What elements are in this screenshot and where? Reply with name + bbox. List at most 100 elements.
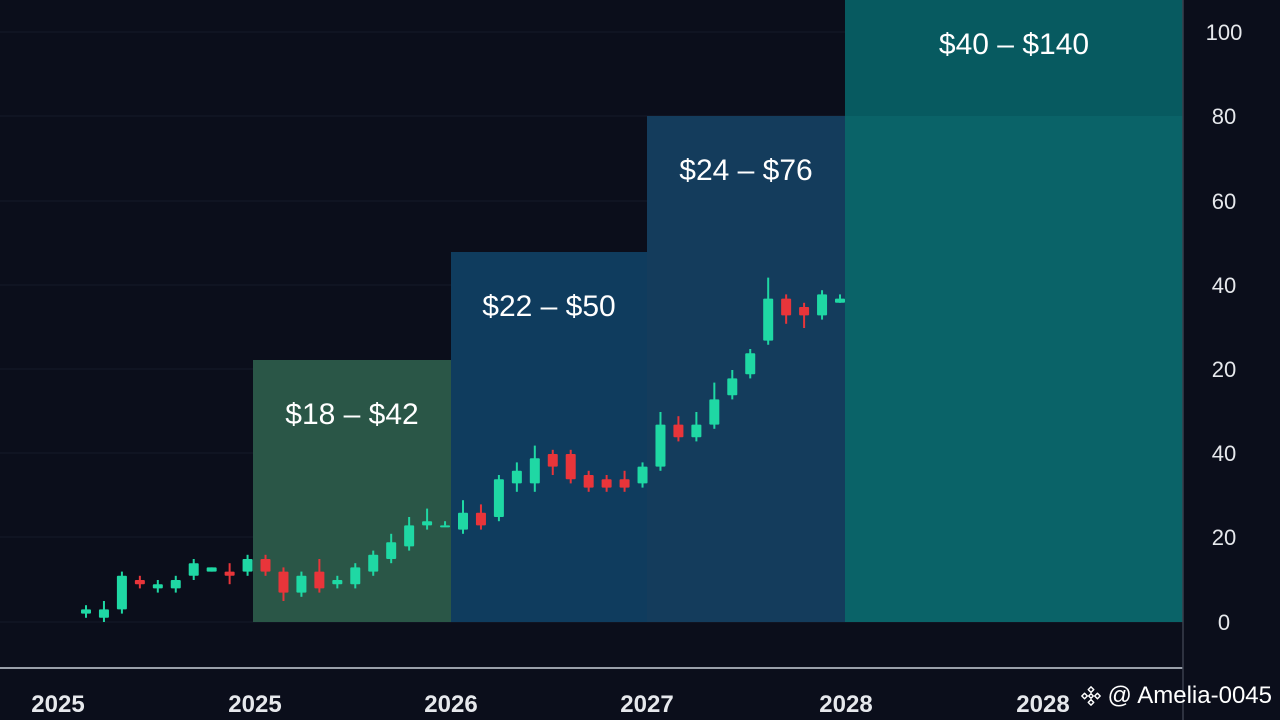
candle — [493, 475, 504, 522]
y-tick-label: 0 — [1218, 610, 1230, 635]
candle-body — [386, 542, 397, 559]
candle — [763, 277, 774, 345]
candle — [475, 504, 486, 530]
x-tick-label: 2028 — [819, 691, 872, 718]
candle — [817, 290, 828, 320]
candle — [781, 294, 792, 324]
candle — [529, 445, 540, 492]
candle — [745, 349, 756, 379]
candle — [601, 475, 612, 492]
candle — [727, 370, 738, 400]
candle-body — [404, 525, 415, 547]
x-tick-label: 2028 — [1016, 691, 1069, 718]
candle — [81, 605, 91, 618]
candle — [170, 575, 181, 593]
candle-body — [170, 580, 181, 589]
candle-body — [296, 575, 307, 593]
candle — [314, 559, 325, 593]
y-tick-label: 40 — [1212, 441, 1236, 466]
price-zone-label: $24 – $76 — [679, 154, 812, 187]
candle — [206, 567, 217, 572]
binance-logo-icon — [1080, 686, 1101, 706]
candle — [511, 462, 522, 492]
candle — [799, 302, 810, 328]
candle-body — [727, 378, 738, 396]
candle — [332, 575, 343, 589]
candle-body — [529, 458, 540, 484]
price-zone-label: $40 – $140 — [939, 28, 1089, 61]
candle — [673, 416, 684, 442]
candle — [134, 575, 145, 589]
candle-body — [188, 563, 199, 576]
candle — [637, 462, 648, 488]
candle-body — [422, 521, 433, 526]
candle — [565, 449, 576, 484]
candle-body — [278, 571, 289, 593]
candle — [116, 571, 127, 614]
y-tick-label: 60 — [1212, 189, 1236, 214]
candle-body — [547, 454, 558, 467]
candle — [404, 517, 415, 551]
candle — [655, 412, 666, 471]
x-tick-label: 2025 — [31, 691, 84, 718]
candle-body — [81, 609, 91, 614]
candle-body — [260, 559, 271, 572]
candle — [224, 563, 235, 585]
candle-body — [817, 294, 828, 316]
price-zones — [253, 0, 1183, 622]
candle-body — [745, 353, 756, 375]
candle — [368, 550, 379, 576]
watermark-text: @ Amelia-0045 — [1107, 682, 1272, 709]
candle-body — [332, 580, 343, 585]
candle-body — [565, 454, 576, 480]
candle — [691, 412, 702, 442]
candle-body — [493, 479, 504, 517]
y-tick-label: 40 — [1212, 273, 1236, 298]
candle-body — [781, 298, 792, 316]
candle — [260, 554, 271, 576]
candle-body — [242, 559, 253, 572]
y-tick-label: 80 — [1212, 104, 1236, 129]
price-zone — [451, 252, 647, 622]
candle-body — [601, 479, 612, 488]
candle — [296, 571, 307, 597]
candle — [458, 500, 468, 534]
candle-body — [350, 567, 361, 585]
candle-body — [116, 575, 127, 610]
candle-body — [134, 580, 145, 585]
candle-body — [799, 307, 810, 316]
y-tick-label: 100 — [1206, 20, 1243, 45]
candle — [709, 382, 720, 429]
candlestick-series — [81, 277, 845, 622]
candle — [547, 449, 558, 475]
y-tick-label: 20 — [1212, 357, 1236, 382]
candle — [350, 563, 361, 589]
x-tick-label: 2026 — [424, 691, 477, 718]
candle-body — [763, 298, 774, 341]
candle-body — [691, 424, 702, 438]
x-tick-label: 2027 — [620, 691, 673, 718]
candle — [386, 533, 397, 564]
candle-body — [458, 512, 468, 530]
candle-body — [709, 399, 720, 425]
candle-body — [475, 512, 486, 526]
candle — [583, 470, 594, 492]
candle — [278, 567, 289, 601]
candle — [98, 601, 109, 622]
candle-body — [655, 424, 666, 467]
candle-body — [314, 571, 325, 589]
candle — [422, 508, 433, 530]
candle-body — [98, 609, 109, 618]
candle-body — [619, 479, 630, 488]
candle — [188, 559, 199, 580]
price-zone-label: $18 – $42 — [285, 398, 418, 431]
candle-body — [637, 466, 648, 484]
y-tick-label: 20 — [1212, 525, 1236, 550]
candle-body — [511, 470, 522, 484]
price-zone-overlap — [845, 116, 1183, 622]
watermark: @ Amelia-0045 — [1080, 682, 1272, 710]
candle-body — [835, 298, 845, 303]
x-tick-label: 2025 — [228, 691, 281, 718]
price-zone-labels: $18 – $42 $22 – $50 $24 – $76 $40 – $140 — [285, 28, 1089, 431]
